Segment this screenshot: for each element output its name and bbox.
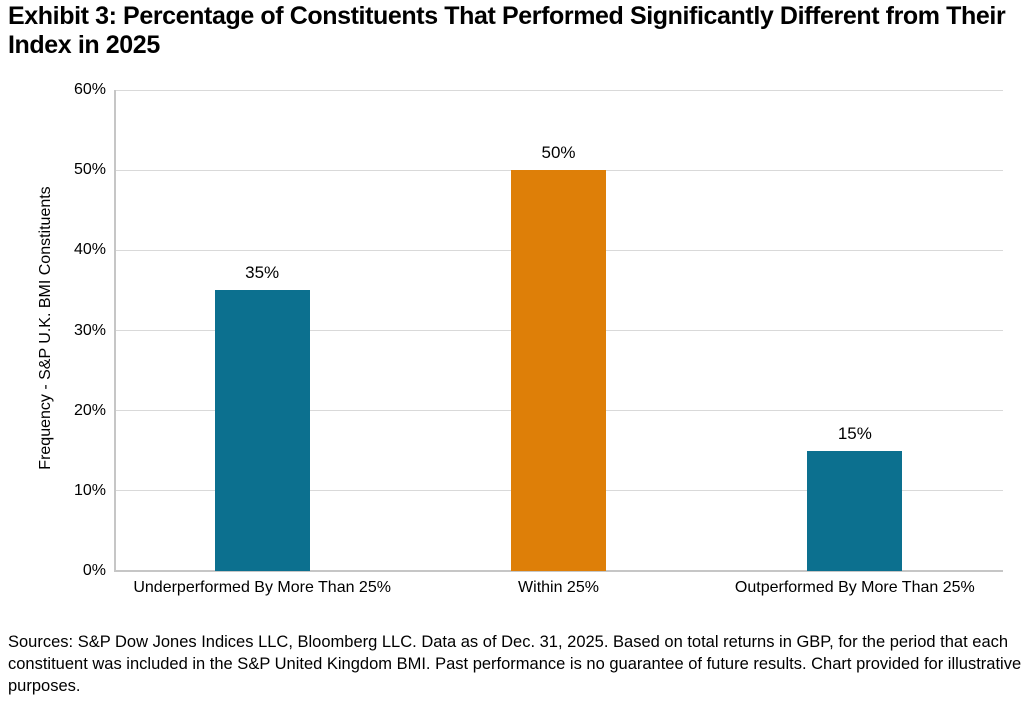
y-tick-label-10%: 10% — [73, 481, 106, 499]
bar-1 — [214, 290, 310, 571]
y-tick-label-30%: 30% — [73, 321, 106, 339]
bar-2 — [511, 170, 606, 571]
bar-value-label-1: 35% — [245, 263, 280, 283]
bar-value-label-3: 15% — [837, 423, 872, 443]
y-tick-label-40%: 40% — [73, 241, 106, 259]
y-tick-label-60%: 60% — [73, 81, 106, 98]
exhibit-title: Exhibit 3: Percentage of Constituents Th… — [8, 2, 1006, 59]
source-note: Sources: S&P Dow Jones Indices LLC, Bloo… — [8, 633, 1022, 695]
x-category-label-1: Underperformed By More Than 25% — [133, 579, 391, 596]
y-tick-label-20%: 20% — [73, 401, 106, 419]
y-tick-label-0%: 0% — [82, 562, 106, 579]
x-category-label-2: Within 25% — [518, 579, 599, 596]
x-axis-line — [114, 570, 1003, 572]
bar-value-label-2: 50% — [541, 143, 576, 163]
y-axis-line — [114, 90, 116, 571]
gridline-60% — [114, 89, 1003, 91]
bar-3 — [807, 450, 903, 571]
y-tick-label-50%: 50% — [73, 161, 106, 179]
x-category-label-3: Outperformed By More Than 25% — [734, 579, 975, 596]
